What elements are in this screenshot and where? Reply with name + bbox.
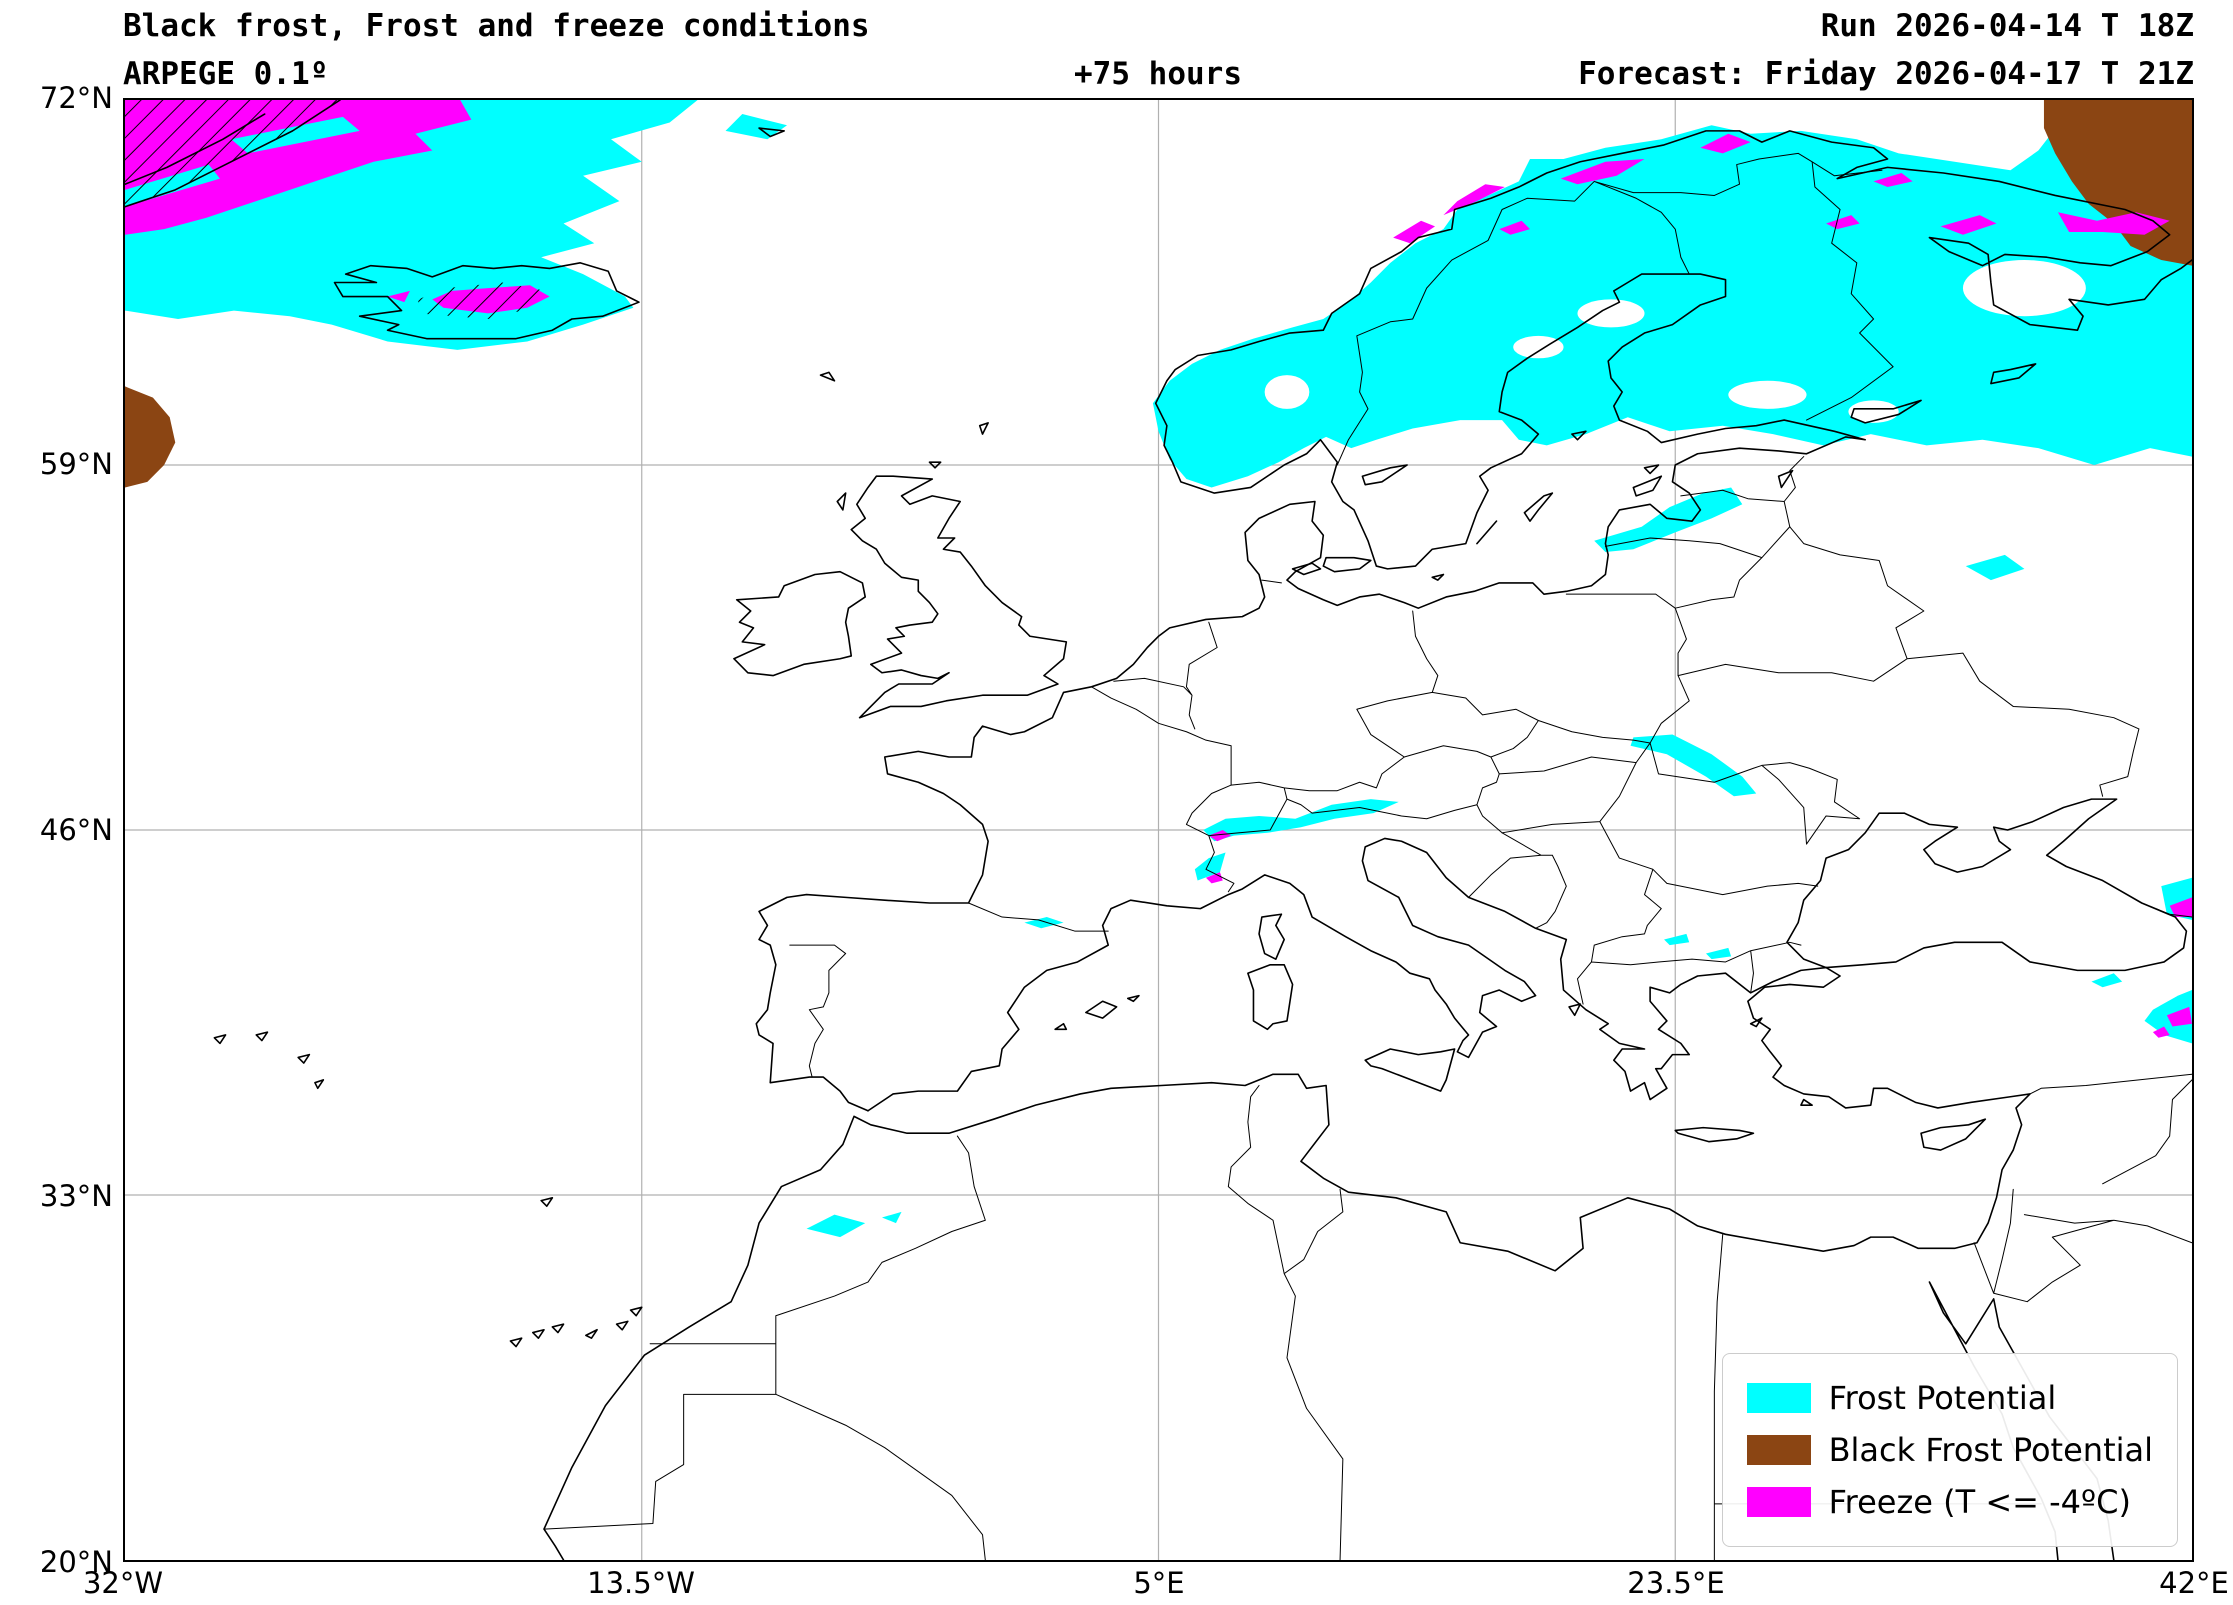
hatch-overlay <box>125 100 547 320</box>
ytick-33n: 33°N <box>39 1179 113 1213</box>
xtick-32w: 32°W <box>82 1566 164 1600</box>
model-label: ARPEGE 0.1º <box>123 56 329 92</box>
forecast-label: Forecast: Friday 2026-04-17 T 21Z <box>1578 56 2194 92</box>
ytick-72n: 72°N <box>39 81 113 115</box>
legend-label: Freeze (T <= -4ºC) <box>1828 1483 2131 1521</box>
ytick-20n: 20°N <box>39 1545 113 1579</box>
xtick-42e: 42°E <box>2159 1566 2229 1600</box>
black-frost-swatch <box>1746 1435 1811 1465</box>
run-label: Run 2026-04-14 T 18Z <box>1820 8 2194 44</box>
europe-map <box>125 100 2192 1560</box>
country-borders <box>544 153 2192 1560</box>
legend-label: Frost Potential <box>1828 1379 2057 1417</box>
freeze-swatch <box>1746 1487 1811 1517</box>
legend: Frost Potential Black Frost Potential Fr… <box>1721 1353 2178 1547</box>
legend-item-black-frost: Black Frost Potential <box>1746 1426 2153 1474</box>
figure-title: Black frost, Frost and freeze conditions <box>123 8 870 44</box>
coastlines <box>125 100 2192 1560</box>
legend-item-freeze: Freeze (T <= -4ºC) <box>1746 1478 2153 1526</box>
xtick-135w: 13.5°W <box>587 1566 695 1600</box>
legend-item-frost: Frost Potential <box>1746 1374 2153 1422</box>
frost-swatch <box>1746 1383 1811 1413</box>
xtick-235e: 23.5°E <box>1627 1566 1725 1600</box>
map-plot-area: Frost Potential Black Frost Potential Fr… <box>123 98 2194 1562</box>
legend-label: Black Frost Potential <box>1828 1431 2153 1469</box>
frost-potential-layer <box>125 100 2192 1238</box>
ytick-46n: 46°N <box>39 813 113 847</box>
lead-time-label: +75 hours <box>1074 56 1242 92</box>
xtick-5e: 5°E <box>1133 1566 1185 1600</box>
ytick-59n: 59°N <box>39 447 113 481</box>
